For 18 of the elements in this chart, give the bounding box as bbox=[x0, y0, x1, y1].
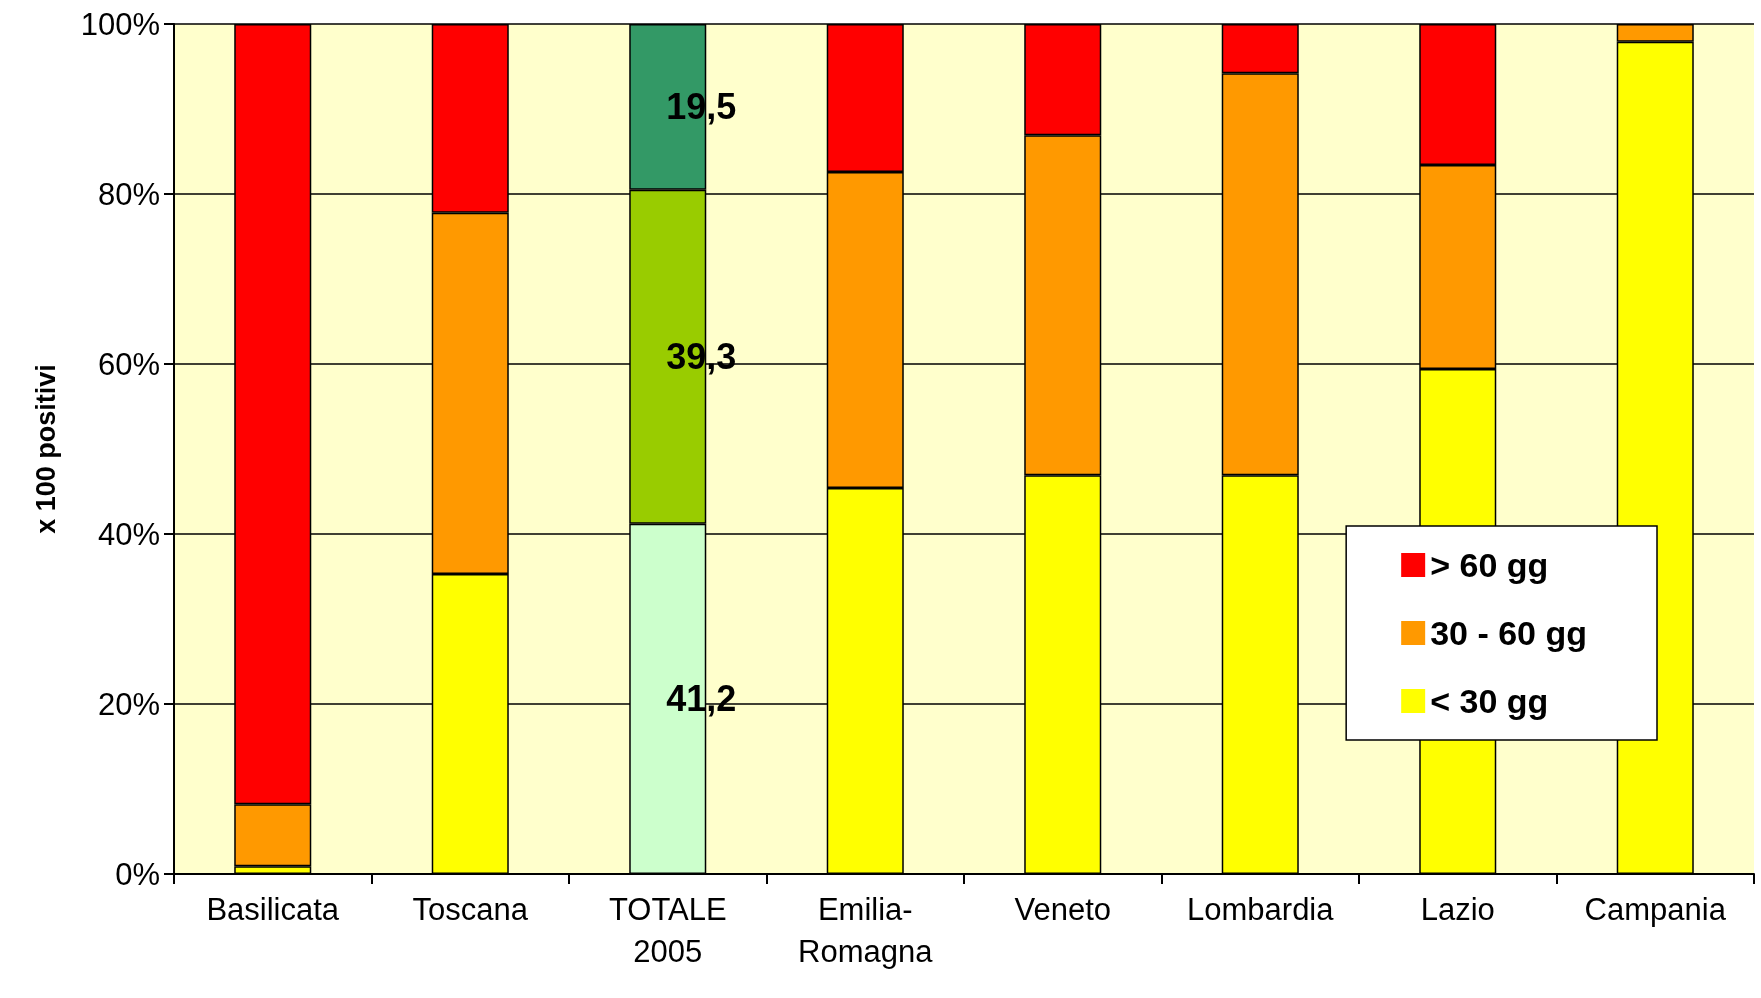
x-tick-label: Emilia- Romagna bbox=[798, 891, 934, 969]
x-tick-label: Basilicata bbox=[206, 891, 340, 927]
y-tick-label: 60% bbox=[97, 346, 160, 382]
x-tick-label: Toscana bbox=[412, 891, 529, 927]
x-tick-label: Lazio bbox=[1420, 891, 1495, 927]
x-tick-label: Lombardia bbox=[1187, 891, 1335, 927]
y-axis-title: x 100 positivi bbox=[30, 364, 61, 534]
y-tick-label: 0% bbox=[115, 856, 160, 892]
y-tick-label: 100% bbox=[80, 6, 160, 42]
y-tick-label: 20% bbox=[97, 686, 160, 722]
legend-label: > 60 gg bbox=[1430, 546, 1549, 584]
legend-label: < 30 gg bbox=[1430, 682, 1549, 720]
x-tick-label: Campania bbox=[1584, 891, 1727, 927]
x-tick-label: TOTALE 2005 bbox=[608, 891, 727, 969]
legend-label: 30 - 60 gg bbox=[1430, 614, 1588, 652]
y-tick-label: 80% bbox=[97, 176, 160, 212]
y-tick-label: 40% bbox=[97, 516, 160, 552]
x-tick-label: Veneto bbox=[1014, 891, 1112, 927]
